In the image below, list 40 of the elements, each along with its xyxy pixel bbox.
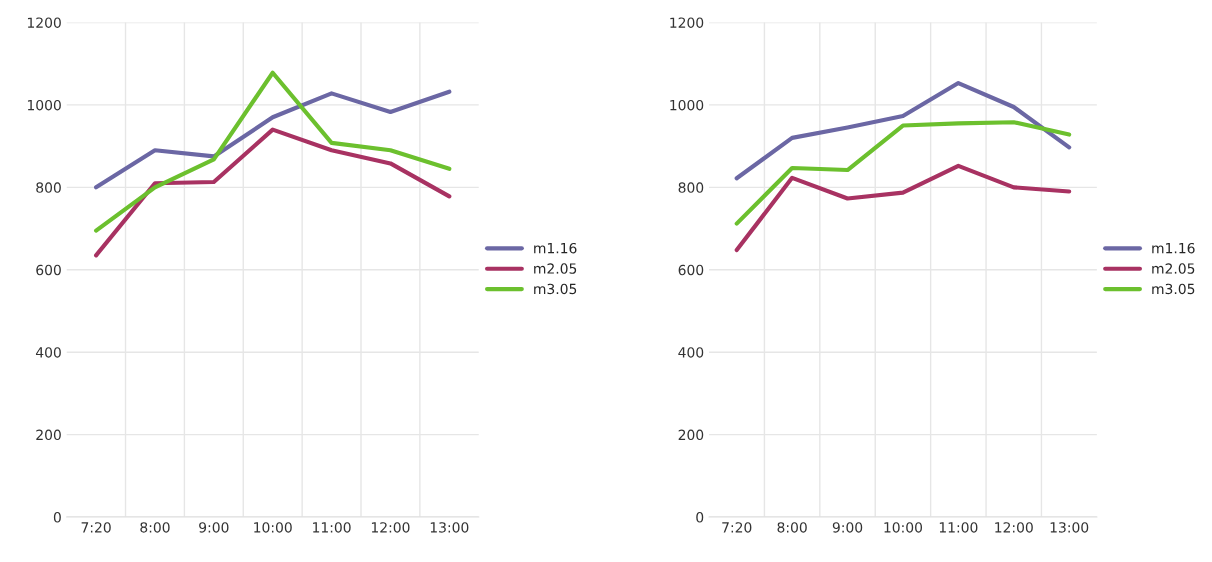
y-tick-label: 0 — [696, 512, 704, 523]
x-tick-label: 13:00 — [1050, 522, 1089, 533]
y-tick-label: 600 — [36, 264, 61, 276]
x-tick-label: 10:00 — [254, 522, 292, 533]
y-tick-label: 400 — [35, 347, 61, 358]
line-series — [734, 163, 1072, 253]
x-tick-label: 8:00 — [777, 522, 807, 533]
y-tick-label: 1200 — [27, 17, 61, 28]
legend-label: m3.05 — [1152, 283, 1195, 295]
x-tick-label: 9:00 — [832, 522, 863, 533]
legend-label: m3.05 — [534, 283, 577, 295]
x-tick-label: 12:00 — [371, 522, 410, 533]
x-tick-label: 10:00 — [884, 522, 923, 533]
y-tick-label: 1000 — [27, 99, 61, 111]
y-tick-label: 1200 — [670, 17, 704, 28]
line-series — [94, 127, 452, 258]
line-series — [734, 80, 1072, 181]
x-tick-label: 8:00 — [140, 522, 170, 533]
y-tick-label: 0 — [53, 512, 61, 523]
y-tick-label: 600 — [678, 264, 704, 276]
y-tick-label: 800 — [36, 182, 61, 193]
legend-label: m1.16 — [534, 242, 577, 254]
x-tick-label: 7:20 — [81, 522, 111, 533]
x-tick-label: 13:00 — [430, 522, 469, 533]
x-tick-label: 7:20 — [722, 522, 752, 533]
y-tick-label: 800 — [678, 182, 704, 193]
x-tick-label: 9:00 — [199, 522, 229, 533]
y-tick-label: 1000 — [670, 99, 704, 111]
legend-label: m2.05 — [1152, 263, 1195, 274]
x-tick-label: 11:00 — [939, 522, 978, 533]
y-tick-label: 200 — [36, 429, 61, 441]
x-tick-label: 11:00 — [313, 522, 351, 533]
line-series — [94, 89, 452, 190]
legend-label: m1.16 — [1152, 242, 1195, 254]
legend-label: m2.05 — [534, 263, 577, 274]
line-series — [94, 70, 452, 233]
x-tick-label: 12:00 — [995, 522, 1033, 533]
y-tick-label: 400 — [678, 347, 704, 358]
line-series — [734, 120, 1072, 226]
y-tick-label: 200 — [678, 429, 704, 441]
